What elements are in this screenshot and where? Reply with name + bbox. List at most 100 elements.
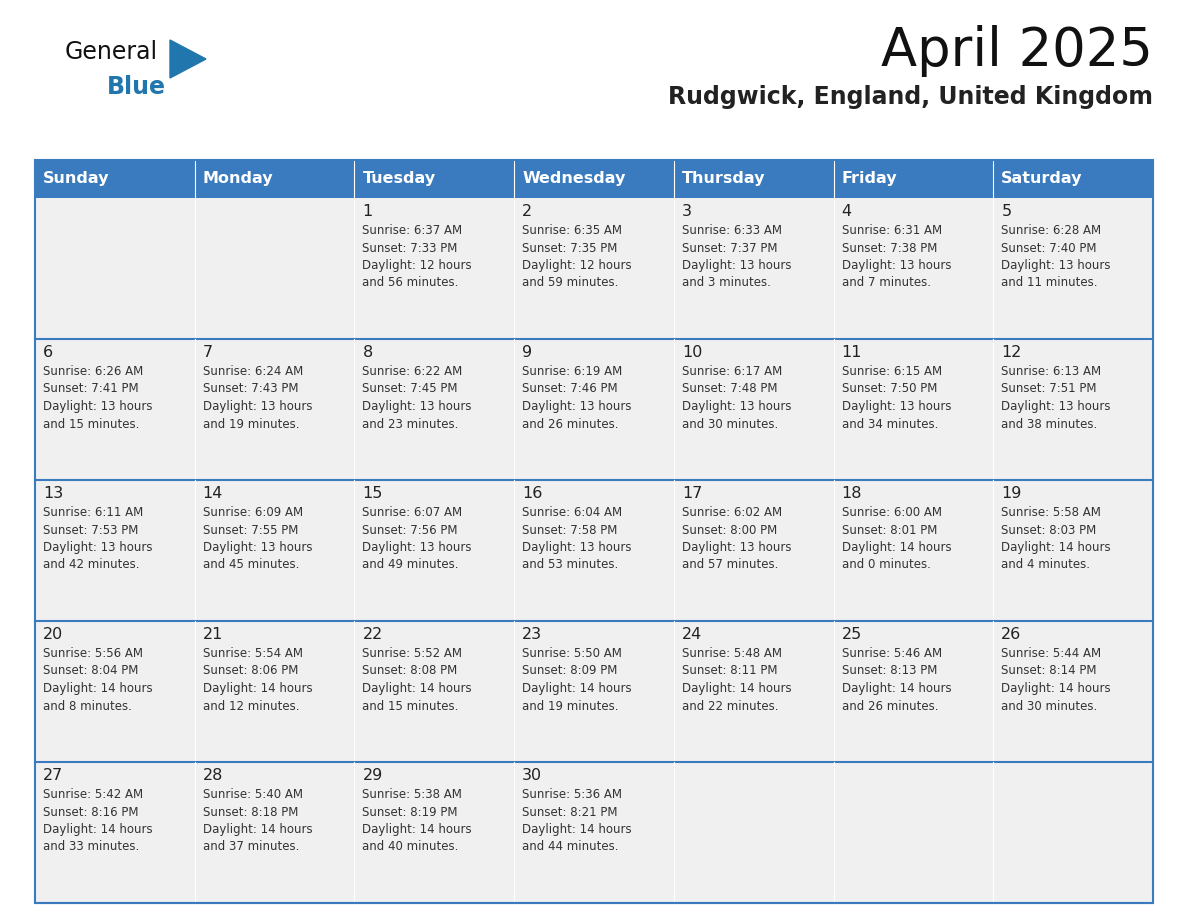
Text: Sunrise: 6:11 AM
Sunset: 7:53 PM
Daylight: 13 hours
and 42 minutes.: Sunrise: 6:11 AM Sunset: 7:53 PM Dayligh… <box>43 506 152 572</box>
Text: Sunrise: 5:50 AM
Sunset: 8:09 PM
Daylight: 14 hours
and 19 minutes.: Sunrise: 5:50 AM Sunset: 8:09 PM Dayligh… <box>523 647 632 712</box>
Text: 18: 18 <box>841 486 862 501</box>
Text: 22: 22 <box>362 627 383 642</box>
Bar <box>354 621 514 762</box>
Bar <box>514 621 674 762</box>
Bar <box>993 621 1154 762</box>
Bar <box>993 160 1154 198</box>
Text: 14: 14 <box>203 486 223 501</box>
Text: Sunrise: 5:54 AM
Sunset: 8:06 PM
Daylight: 14 hours
and 12 minutes.: Sunrise: 5:54 AM Sunset: 8:06 PM Dayligh… <box>203 647 312 712</box>
Text: Sunrise: 6:37 AM
Sunset: 7:33 PM
Daylight: 12 hours
and 56 minutes.: Sunrise: 6:37 AM Sunset: 7:33 PM Dayligh… <box>362 224 472 289</box>
Text: General: General <box>65 40 158 64</box>
Text: 25: 25 <box>841 627 861 642</box>
Bar <box>993 480 1154 621</box>
Text: 3: 3 <box>682 204 691 219</box>
Text: 26: 26 <box>1001 627 1022 642</box>
Bar <box>354 198 514 339</box>
Text: Sunrise: 6:35 AM
Sunset: 7:35 PM
Daylight: 12 hours
and 59 minutes.: Sunrise: 6:35 AM Sunset: 7:35 PM Dayligh… <box>523 224 632 289</box>
Text: Sunrise: 6:07 AM
Sunset: 7:56 PM
Daylight: 13 hours
and 49 minutes.: Sunrise: 6:07 AM Sunset: 7:56 PM Dayligh… <box>362 506 472 572</box>
Bar <box>674 160 834 198</box>
Text: April 2025: April 2025 <box>881 25 1154 77</box>
Text: Sunrise: 6:04 AM
Sunset: 7:58 PM
Daylight: 13 hours
and 53 minutes.: Sunrise: 6:04 AM Sunset: 7:58 PM Dayligh… <box>523 506 632 572</box>
Bar <box>674 339 834 480</box>
Bar <box>514 762 674 903</box>
Text: Sunday: Sunday <box>43 172 109 186</box>
Bar <box>195 621 354 762</box>
Text: Sunrise: 5:44 AM
Sunset: 8:14 PM
Daylight: 14 hours
and 30 minutes.: Sunrise: 5:44 AM Sunset: 8:14 PM Dayligh… <box>1001 647 1111 712</box>
Bar <box>514 339 674 480</box>
Bar <box>674 762 834 903</box>
Text: Sunrise: 5:56 AM
Sunset: 8:04 PM
Daylight: 14 hours
and 8 minutes.: Sunrise: 5:56 AM Sunset: 8:04 PM Dayligh… <box>43 647 152 712</box>
Text: 15: 15 <box>362 486 383 501</box>
Bar <box>34 480 195 621</box>
Bar <box>674 621 834 762</box>
Polygon shape <box>170 40 206 78</box>
Text: 2: 2 <box>523 204 532 219</box>
Text: Friday: Friday <box>841 172 897 186</box>
Bar <box>834 198 993 339</box>
Text: Sunrise: 5:48 AM
Sunset: 8:11 PM
Daylight: 14 hours
and 22 minutes.: Sunrise: 5:48 AM Sunset: 8:11 PM Dayligh… <box>682 647 791 712</box>
Text: Sunrise: 6:19 AM
Sunset: 7:46 PM
Daylight: 13 hours
and 26 minutes.: Sunrise: 6:19 AM Sunset: 7:46 PM Dayligh… <box>523 365 632 431</box>
Bar <box>354 480 514 621</box>
Text: Sunrise: 6:17 AM
Sunset: 7:48 PM
Daylight: 13 hours
and 30 minutes.: Sunrise: 6:17 AM Sunset: 7:48 PM Dayligh… <box>682 365 791 431</box>
Bar <box>514 198 674 339</box>
Text: Sunrise: 6:22 AM
Sunset: 7:45 PM
Daylight: 13 hours
and 23 minutes.: Sunrise: 6:22 AM Sunset: 7:45 PM Dayligh… <box>362 365 472 431</box>
Bar <box>34 762 195 903</box>
Bar <box>195 160 354 198</box>
Bar <box>195 198 354 339</box>
Text: Thursday: Thursday <box>682 172 765 186</box>
Text: Sunrise: 6:33 AM
Sunset: 7:37 PM
Daylight: 13 hours
and 3 minutes.: Sunrise: 6:33 AM Sunset: 7:37 PM Dayligh… <box>682 224 791 289</box>
Text: 19: 19 <box>1001 486 1022 501</box>
Text: Sunrise: 6:02 AM
Sunset: 8:00 PM
Daylight: 13 hours
and 57 minutes.: Sunrise: 6:02 AM Sunset: 8:00 PM Dayligh… <box>682 506 791 572</box>
Bar <box>514 160 674 198</box>
Bar <box>993 762 1154 903</box>
Text: 1: 1 <box>362 204 373 219</box>
Text: Sunrise: 5:40 AM
Sunset: 8:18 PM
Daylight: 14 hours
and 37 minutes.: Sunrise: 5:40 AM Sunset: 8:18 PM Dayligh… <box>203 788 312 854</box>
Bar <box>34 621 195 762</box>
Text: Sunrise: 5:36 AM
Sunset: 8:21 PM
Daylight: 14 hours
and 44 minutes.: Sunrise: 5:36 AM Sunset: 8:21 PM Dayligh… <box>523 788 632 854</box>
Text: 4: 4 <box>841 204 852 219</box>
Text: 8: 8 <box>362 345 373 360</box>
Bar <box>834 480 993 621</box>
Text: Sunrise: 6:31 AM
Sunset: 7:38 PM
Daylight: 13 hours
and 7 minutes.: Sunrise: 6:31 AM Sunset: 7:38 PM Dayligh… <box>841 224 952 289</box>
Text: 11: 11 <box>841 345 862 360</box>
Text: 29: 29 <box>362 768 383 783</box>
Text: 28: 28 <box>203 768 223 783</box>
Bar <box>354 160 514 198</box>
Text: Sunrise: 6:26 AM
Sunset: 7:41 PM
Daylight: 13 hours
and 15 minutes.: Sunrise: 6:26 AM Sunset: 7:41 PM Dayligh… <box>43 365 152 431</box>
Text: Tuesday: Tuesday <box>362 172 436 186</box>
Text: Sunrise: 6:28 AM
Sunset: 7:40 PM
Daylight: 13 hours
and 11 minutes.: Sunrise: 6:28 AM Sunset: 7:40 PM Dayligh… <box>1001 224 1111 289</box>
Text: Sunrise: 5:46 AM
Sunset: 8:13 PM
Daylight: 14 hours
and 26 minutes.: Sunrise: 5:46 AM Sunset: 8:13 PM Dayligh… <box>841 647 952 712</box>
Text: Sunrise: 5:42 AM
Sunset: 8:16 PM
Daylight: 14 hours
and 33 minutes.: Sunrise: 5:42 AM Sunset: 8:16 PM Dayligh… <box>43 788 152 854</box>
Text: Sunrise: 6:09 AM
Sunset: 7:55 PM
Daylight: 13 hours
and 45 minutes.: Sunrise: 6:09 AM Sunset: 7:55 PM Dayligh… <box>203 506 312 572</box>
Bar <box>34 339 195 480</box>
Text: 5: 5 <box>1001 204 1011 219</box>
Text: Blue: Blue <box>107 75 166 99</box>
Text: Sunrise: 6:00 AM
Sunset: 8:01 PM
Daylight: 14 hours
and 0 minutes.: Sunrise: 6:00 AM Sunset: 8:01 PM Dayligh… <box>841 506 952 572</box>
Text: Saturday: Saturday <box>1001 172 1082 186</box>
Text: Sunrise: 5:58 AM
Sunset: 8:03 PM
Daylight: 14 hours
and 4 minutes.: Sunrise: 5:58 AM Sunset: 8:03 PM Dayligh… <box>1001 506 1111 572</box>
Bar <box>834 339 993 480</box>
Text: 16: 16 <box>523 486 543 501</box>
Text: 17: 17 <box>682 486 702 501</box>
Bar <box>993 198 1154 339</box>
Bar <box>834 621 993 762</box>
Bar <box>674 198 834 339</box>
Bar <box>195 480 354 621</box>
Bar <box>354 339 514 480</box>
Text: Monday: Monday <box>203 172 273 186</box>
Bar <box>34 160 195 198</box>
Bar <box>674 480 834 621</box>
Text: 21: 21 <box>203 627 223 642</box>
Bar <box>195 762 354 903</box>
Text: Sunrise: 5:52 AM
Sunset: 8:08 PM
Daylight: 14 hours
and 15 minutes.: Sunrise: 5:52 AM Sunset: 8:08 PM Dayligh… <box>362 647 472 712</box>
Text: 27: 27 <box>43 768 63 783</box>
Bar <box>834 160 993 198</box>
Text: 13: 13 <box>43 486 63 501</box>
Bar <box>514 480 674 621</box>
Text: 20: 20 <box>43 627 63 642</box>
Text: 7: 7 <box>203 345 213 360</box>
Bar <box>34 160 1154 903</box>
Text: 12: 12 <box>1001 345 1022 360</box>
Text: 30: 30 <box>523 768 542 783</box>
Text: Wednesday: Wednesday <box>523 172 626 186</box>
